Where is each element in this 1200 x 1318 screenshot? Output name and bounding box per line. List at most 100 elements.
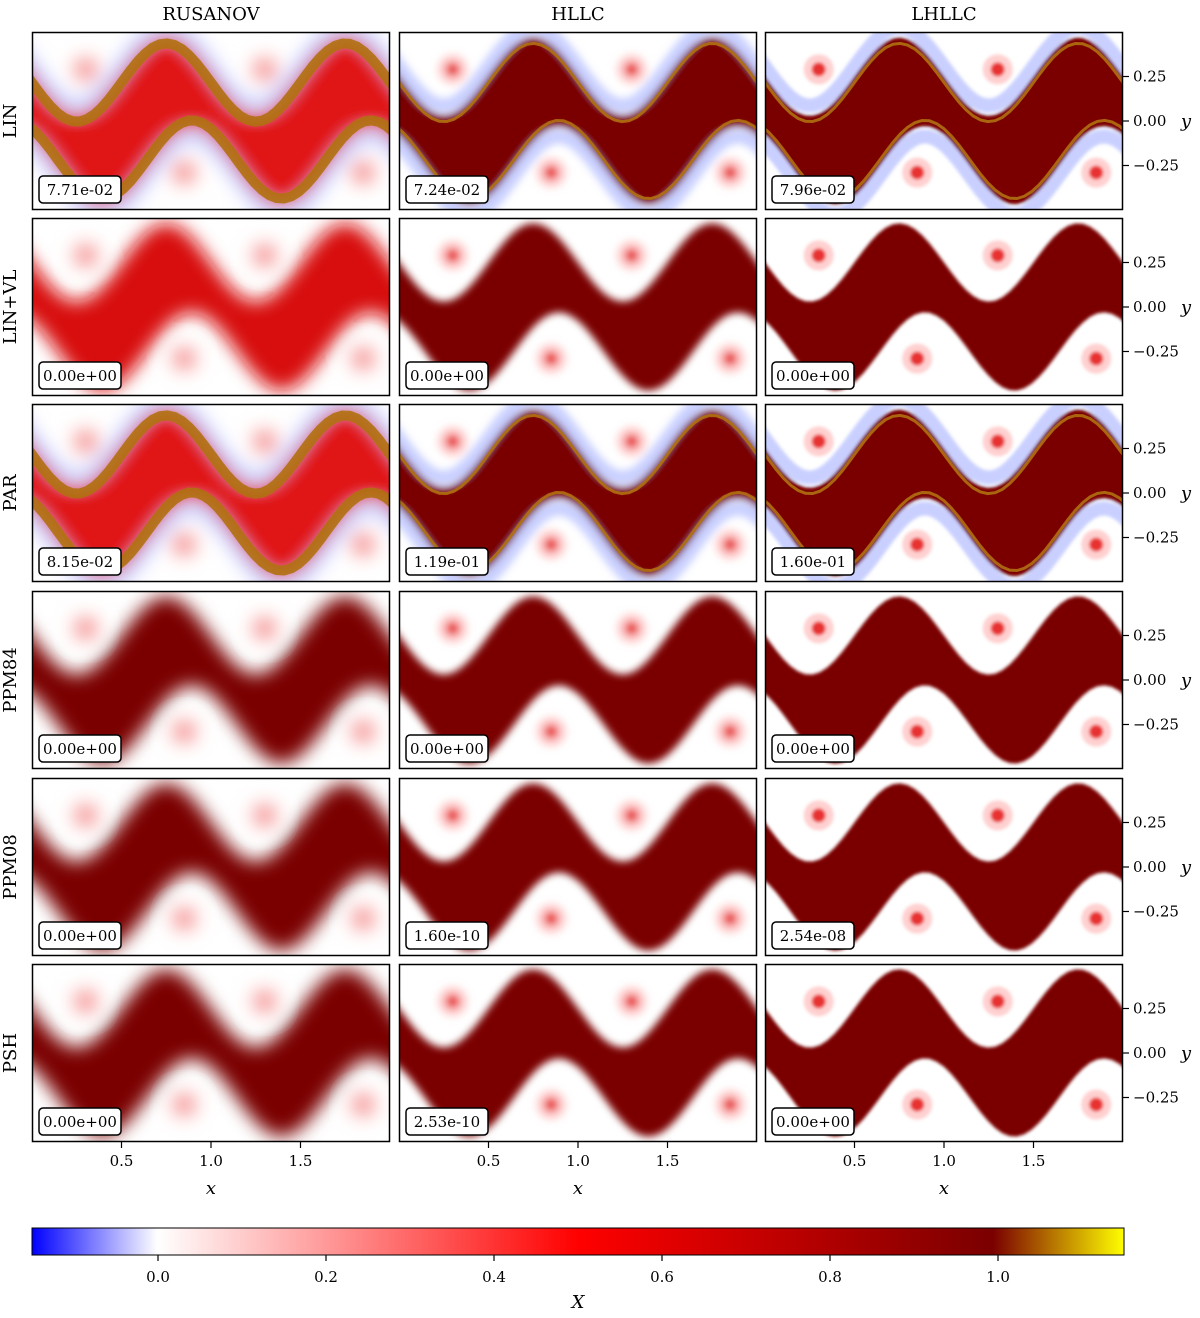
density-field [399, 783, 757, 951]
error-label: 8.15e-02 [38, 547, 122, 576]
colorbar-tick-label: 0.4 [482, 1268, 506, 1286]
y-tick-label: 0.00 [1133, 484, 1166, 502]
x-tick-label: 1.5 [656, 1152, 680, 1170]
y-tick-label: 0.00 [1133, 858, 1166, 876]
panel-frame [398, 963, 758, 1143]
density-field [32, 596, 390, 764]
panel-frame [764, 777, 1124, 957]
error-label: 7.96e-02 [771, 175, 855, 204]
y-tick-label: 0.00 [1133, 298, 1166, 316]
density-field [765, 404, 1123, 582]
row-label: PSH [0, 1033, 21, 1073]
density-field [399, 404, 757, 582]
vortex [0, 1090, 20, 1120]
panel-lin-vl-lhllc: 0.00e+00 [764, 217, 1124, 397]
panel-ppm08-lhllc: 2.54e-08 [764, 777, 1124, 957]
mixing-band [399, 596, 757, 764]
mixing-band [765, 969, 1123, 1137]
error-label: 0.00e+00 [771, 361, 855, 390]
error-value: 0.00e+00 [776, 740, 850, 758]
panel-ppm84-rusanov: 0.00e+00 [31, 590, 391, 770]
column-title: RUSANOV [162, 4, 260, 25]
x-tick-label: 1.5 [289, 1152, 313, 1170]
error-value: 1.60e-01 [780, 553, 846, 571]
panel-frame [764, 403, 1124, 583]
column-title: HLLC [551, 4, 604, 25]
colorbar-tick-label: 1.0 [986, 1268, 1010, 1286]
error-label: 7.24e-02 [405, 175, 489, 204]
y-axis-label: y [1180, 1043, 1192, 1064]
column-titles: RUSANOV HLLC LHLLC [162, 4, 976, 25]
error-value: 0.00e+00 [410, 740, 484, 758]
density-field [32, 223, 390, 391]
x-tick-label: 1.0 [932, 1152, 956, 1170]
mixing-band [765, 596, 1123, 764]
mixing-band [32, 596, 390, 764]
y-tick-label: 0.25 [1133, 627, 1166, 645]
error-value: 0.00e+00 [43, 740, 117, 758]
panel-frame [31, 31, 391, 211]
error-label: 0.00e+00 [38, 1107, 122, 1136]
colorbar-tick-label: 0.0 [146, 1268, 170, 1286]
error-label: 0.00e+00 [405, 734, 489, 763]
panel-frame [764, 31, 1124, 211]
density-field [0, 969, 390, 1137]
panel-frame [398, 31, 758, 211]
panel-par-lhllc: 1.60e-01 [764, 403, 1124, 583]
overshoot-contour [399, 413, 757, 496]
density-field [32, 32, 390, 210]
x-axis-label: x [573, 1178, 583, 1199]
x-tick-label: 1.0 [566, 1152, 590, 1170]
panel-psh-rusanov: 0.00e+00 [0, 963, 391, 1143]
error-label: 2.53e-10 [405, 1107, 489, 1136]
panel-psh-lhllc: 0.00e+00 [764, 963, 1124, 1143]
x-tick-label: 1.0 [199, 1152, 223, 1170]
colorbar-tick-label: 0.6 [650, 1268, 674, 1286]
y-tick-label: 0.00 [1133, 1044, 1166, 1062]
panel-ppm84-hllc: 0.00e+00 [398, 590, 758, 770]
y-axis-label: y [1180, 857, 1192, 878]
panel-frame [764, 963, 1124, 1143]
mixing-band [399, 223, 757, 391]
error-value: 0.00e+00 [43, 367, 117, 385]
error-label: 0.00e+00 [405, 361, 489, 390]
density-field [765, 969, 1123, 1137]
y-axes: 0.25 0.00 −0.25 y 0.25 0.00 −0.25 y 0.25 0.00 −0.2… [1123, 68, 1192, 1107]
error-label: 0.00e+00 [771, 734, 855, 763]
overshoot-contour [32, 38, 390, 127]
panel-lin-vl-hllc: 0.00e+00 [398, 217, 758, 397]
panel-frame [31, 963, 391, 1143]
error-value: 1.19e-01 [414, 553, 480, 571]
row-label: PPM08 [0, 834, 21, 900]
y-tick-label: 0.25 [1133, 1000, 1166, 1018]
row-label: PAR [0, 474, 21, 511]
mixing-band [32, 783, 390, 951]
error-label: 0.00e+00 [38, 734, 122, 763]
colorbar-tick-label: 0.2 [314, 1268, 338, 1286]
panel-frame [398, 217, 758, 397]
panel-frame [31, 590, 391, 770]
mixing-band [765, 37, 1123, 205]
density-field [765, 783, 1123, 951]
panel-grid: 7.71e-02 7.24e-02 7.96e-02 0.00e+00 0.00e+00… [0, 31, 1124, 1143]
y-tick-label: 0.25 [1133, 440, 1166, 458]
mixing-band [765, 783, 1123, 951]
y-tick-label: 0.00 [1133, 671, 1166, 689]
y-tick-label: −0.25 [1133, 157, 1179, 175]
density-field [399, 596, 757, 764]
density-field [0, 404, 390, 582]
panel-lin-hllc: 7.24e-02 [398, 31, 758, 211]
colorbar-tick-label: 0.8 [818, 1268, 842, 1286]
panel-lin-vl-rusanov: 0.00e+00 [31, 217, 391, 397]
panel-lin-lhllc: 7.96e-02 [764, 31, 1124, 211]
colorbar-ticks: 0.0 0.2 0.4 0.6 0.8 1.0 [146, 1255, 1010, 1286]
error-label: 2.54e-08 [771, 921, 855, 950]
error-label: 1.60e-10 [405, 921, 489, 950]
vortex [0, 530, 20, 560]
panel-frame [398, 777, 758, 957]
density-field [765, 596, 1123, 764]
y-axis-label: y [1180, 111, 1192, 132]
error-value: 2.54e-08 [780, 927, 846, 945]
y-tick-label: −0.25 [1133, 716, 1179, 734]
